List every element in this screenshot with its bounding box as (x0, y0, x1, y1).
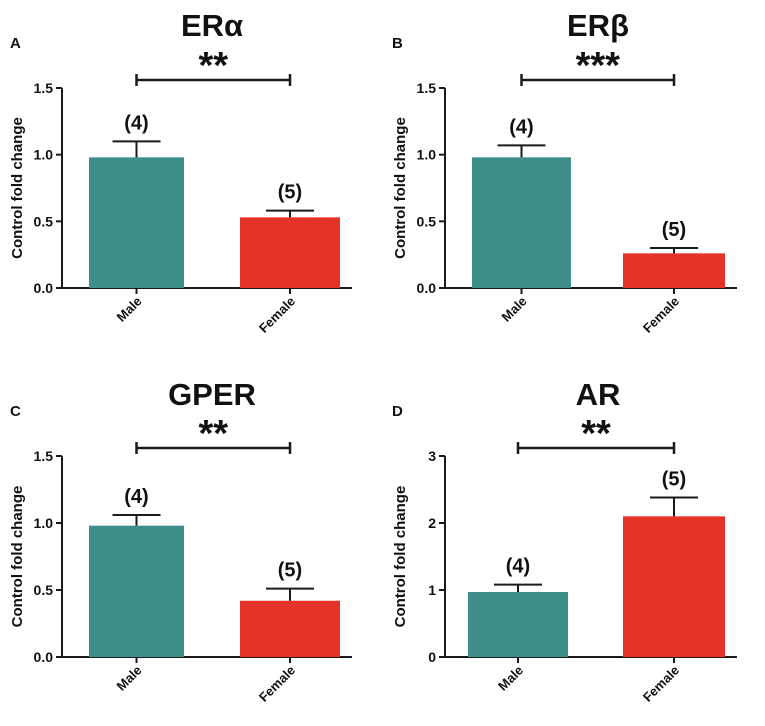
significance-label: ** (198, 413, 228, 455)
y-tick-label: 1.0 (417, 147, 437, 163)
n-label-male: (4) (124, 112, 148, 134)
bar-female (240, 217, 340, 288)
y-tick-label: 0.0 (34, 649, 54, 665)
x-tick-label-male: Male (495, 663, 526, 694)
y-tick-label: 1.0 (34, 515, 54, 531)
x-tick-label-male: Male (499, 294, 530, 325)
significance-label: *** (576, 45, 621, 87)
y-tick-label: 1.0 (34, 147, 54, 163)
y-axis-label: Control fold change (392, 486, 409, 628)
x-tick-label-male: Male (114, 294, 145, 325)
panel-a: ERα A Control fold change 0.0 0.5 1.0 1.5 (4) Ma… (9, 8, 352, 336)
x-tick-label-female: Female (640, 294, 682, 336)
n-label-male: (4) (124, 486, 148, 508)
bar-male (89, 525, 184, 657)
x-tick-label-female: Female (256, 663, 298, 705)
chart-title: ERβ (567, 8, 629, 43)
bar-male (89, 157, 184, 288)
panel-b: ERβ B Control fold change 0.0 0.5 1.0 1.5 (4) Ma… (392, 8, 737, 336)
y-tick-label: 1.5 (34, 448, 54, 464)
n-label-female: (5) (278, 560, 302, 582)
bar-female (623, 516, 725, 657)
chart-title: GPER (168, 377, 256, 412)
chart-title: AR (576, 377, 621, 412)
y-tick-label: 0.0 (34, 280, 54, 296)
n-label-male: (4) (509, 116, 533, 138)
y-tick-label: 0.5 (34, 582, 54, 598)
panel-c: GPER C Control fold change 0.0 0.5 1.0 1.5 (4) M… (9, 377, 352, 705)
bar-male (468, 592, 568, 657)
x-tick-label-male: Male (114, 663, 145, 694)
bar-female (240, 600, 340, 657)
bar-male (472, 157, 571, 288)
chart-title: ERα (181, 8, 243, 43)
significance-label: ** (198, 45, 228, 87)
n-label-female: (5) (662, 219, 686, 241)
x-tick-label-female: Female (640, 663, 682, 705)
panel-letter: A (10, 35, 21, 52)
y-axis-label: Control fold change (9, 117, 26, 259)
significance-label: ** (581, 413, 611, 455)
y-tick-label: 0 (428, 649, 436, 665)
y-tick-label: 1.5 (34, 80, 54, 96)
panel-letter: B (392, 35, 403, 52)
y-tick-label: 0.5 (34, 213, 54, 229)
y-axis-label: Control fold change (9, 486, 26, 628)
panel-letter: C (10, 403, 21, 420)
y-tick-label: 2 (428, 515, 436, 531)
bar-female (623, 253, 725, 288)
n-label-female: (5) (278, 182, 302, 204)
y-tick-label: 1.5 (417, 80, 437, 96)
y-tick-label: 1 (428, 582, 436, 598)
y-tick-label: 0.0 (417, 280, 437, 296)
panel-d: AR D Control fold change 0 1 2 3 (4) Male (5) Fema… (392, 377, 737, 705)
n-label-male: (4) (506, 556, 530, 578)
y-tick-label: 3 (428, 448, 436, 464)
panel-letter: D (392, 403, 403, 420)
n-label-female: (5) (662, 469, 686, 491)
x-tick-label-female: Female (256, 294, 298, 336)
y-axis-label: Control fold change (392, 117, 409, 259)
y-tick-label: 0.5 (417, 213, 437, 229)
